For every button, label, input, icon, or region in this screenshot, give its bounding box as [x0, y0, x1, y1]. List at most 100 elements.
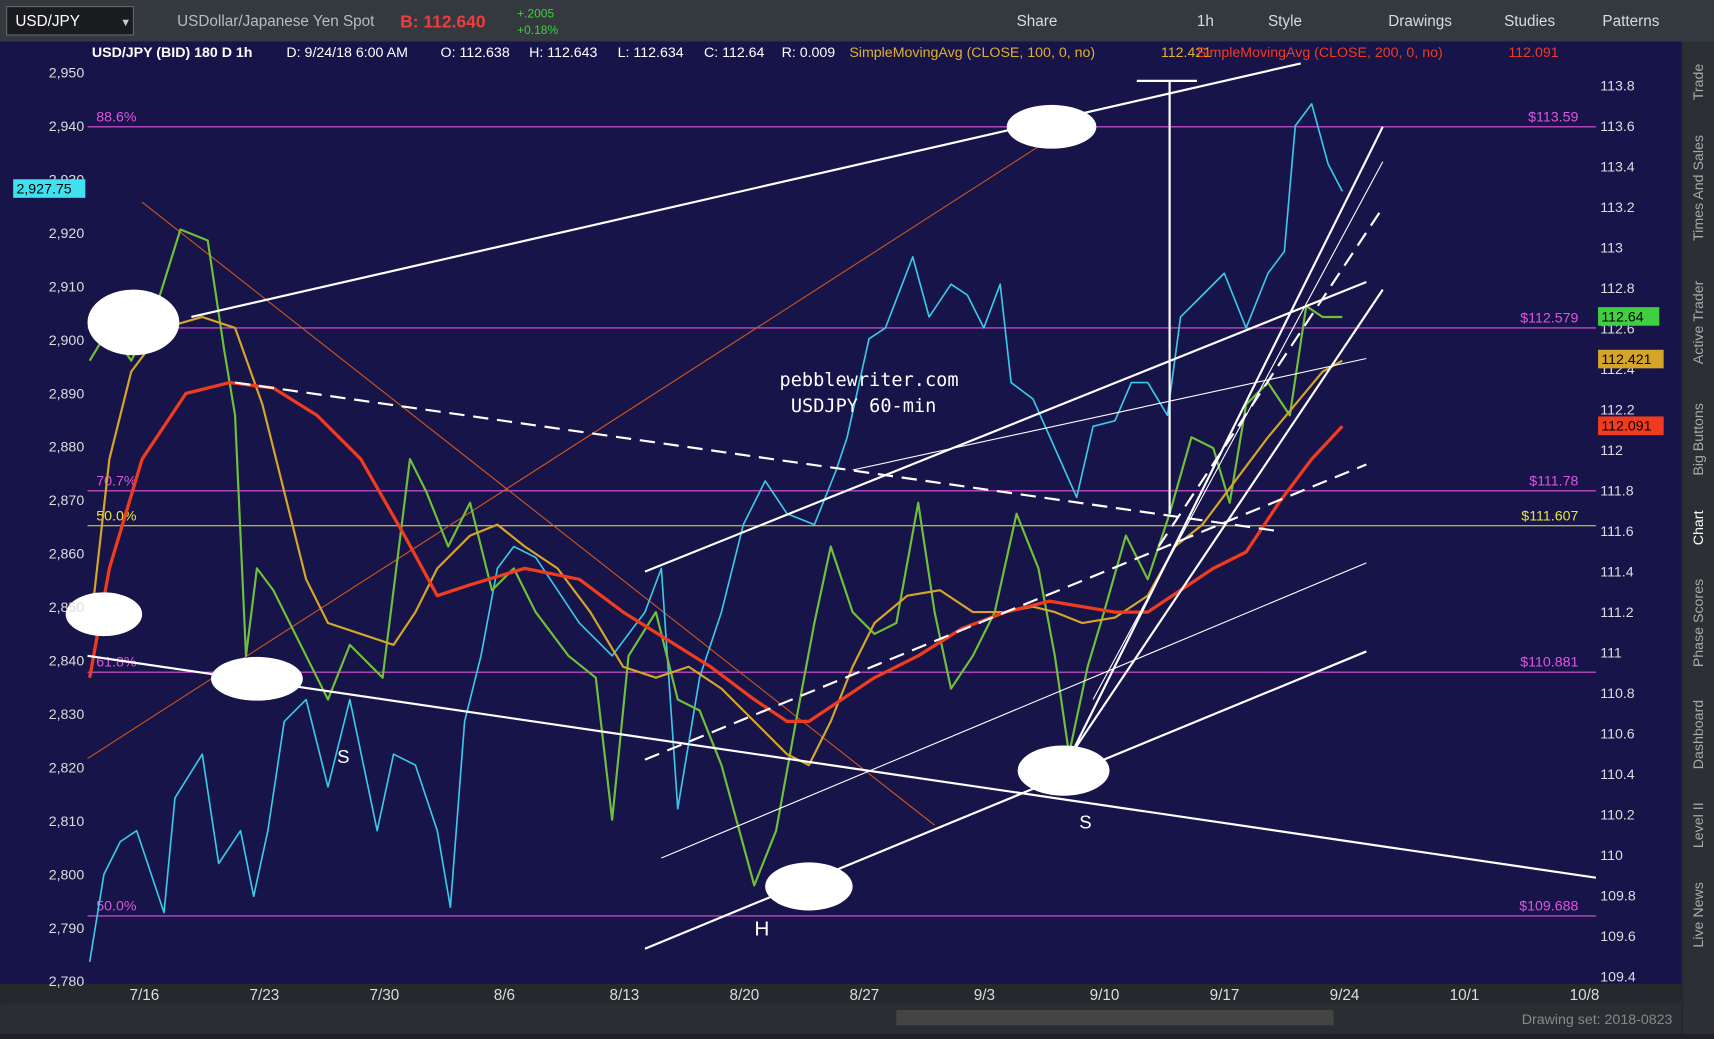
right-axis-label: 113.6 — [1600, 119, 1635, 135]
right-axis-label: 110.4 — [1600, 767, 1635, 783]
toolbar-button[interactable]: Share — [1017, 13, 1058, 30]
price-badge-text: 112.091 — [1601, 419, 1651, 435]
price-drawing — [65, 62, 1597, 962]
x-axis-label: 9/17 — [1210, 987, 1240, 1004]
left-axis-label: 2,890 — [49, 386, 85, 402]
cyan-price — [88, 103, 1344, 962]
footer-bar — [0, 1003, 1682, 1034]
right-axis-label: 109.8 — [1600, 889, 1636, 905]
price-badge-text: 2,927.75 — [16, 181, 71, 197]
price-badge — [1598, 349, 1664, 369]
annotation: H — [754, 918, 769, 941]
side-tab[interactable]: Active Trader — [1691, 280, 1707, 364]
side-tab[interactable]: Level II — [1691, 802, 1707, 848]
left-axis-label: 2,860 — [49, 547, 85, 563]
header-field: SimpleMovingAvg (CLOSE, 200, 0, no) — [1197, 45, 1443, 61]
right-axis-area — [1595, 41, 1682, 984]
header-field: H: 112.643 — [529, 45, 597, 61]
scrollbar[interactable] — [896, 1009, 1334, 1026]
right-axis-label: 112.2 — [1600, 403, 1635, 419]
right-axis-label: 111.4 — [1600, 565, 1634, 581]
plot-area — [87, 41, 1596, 984]
symbol-box[interactable] — [6, 6, 134, 36]
side-tab[interactable]: Chart — [1691, 511, 1707, 546]
toolbar-button[interactable]: Studies — [1504, 13, 1555, 30]
x-axis-label: 9/24 — [1330, 987, 1360, 1004]
toolbar-button[interactable]: Drawings — [1388, 13, 1452, 30]
right-axis-label: 113 — [1600, 241, 1623, 257]
x-axis-label: 10/8 — [1570, 987, 1600, 1004]
change-pct: +0.18% — [517, 23, 558, 37]
right-axis-label: 113.8 — [1600, 79, 1635, 95]
sma-100 — [88, 315, 1343, 767]
header-field: 112.091 — [1508, 45, 1558, 61]
left-axis-label: 2,940 — [49, 119, 85, 135]
fib-price: $110.881 — [1520, 655, 1578, 671]
left-axis-label: 2,950 — [49, 66, 85, 82]
bid: B: 112.640 — [400, 11, 485, 31]
side-tab[interactable]: Phase Scores — [1691, 579, 1707, 667]
x-axis-label: 7/23 — [249, 987, 279, 1004]
header-field: SimpleMovingAvg (CLOSE, 100, 0, no) — [849, 45, 1095, 61]
right-axis-label: 112 — [1600, 443, 1623, 459]
footer-text: Drawing set: 2018-0823 — [1522, 1012, 1673, 1028]
x-axis-label: 9/10 — [1090, 987, 1120, 1004]
fib-price: $112.579 — [1520, 310, 1578, 326]
right-axis-label: 113.2 — [1600, 200, 1635, 216]
side-tab[interactable]: Live News — [1691, 882, 1707, 947]
right-axis-label: 111.2 — [1600, 605, 1634, 621]
fib-pct: 50.0% — [96, 898, 137, 914]
price-badge-text: 112.421 — [1601, 352, 1651, 368]
fib-pct: 88.6% — [96, 109, 137, 125]
left-axis-label: 2,850 — [49, 600, 85, 616]
left-axis-label: 2,910 — [49, 279, 85, 295]
side-tab[interactable]: Big Buttons — [1691, 403, 1707, 476]
toolbar-button[interactable]: Style — [1268, 13, 1302, 30]
sma-200 — [88, 380, 1344, 724]
side-tab[interactable]: Times And Sales — [1691, 135, 1707, 241]
symbol[interactable]: USD/JPY — [15, 13, 80, 30]
right-axis-label: 113.4 — [1600, 160, 1635, 176]
toolbar-button[interactable]: 1h — [1197, 13, 1214, 30]
change: +.2005 — [517, 6, 554, 20]
header-field: 112.421 — [1161, 45, 1211, 61]
fib-price: $111.78 — [1529, 473, 1578, 489]
right-axis-label: 111 — [1600, 646, 1622, 662]
x-axis-label: 8/6 — [494, 987, 515, 1004]
right-axis-label: 110 — [1600, 848, 1623, 864]
x-axis-label: 8/20 — [730, 987, 760, 1004]
right-axis-label: 109.4 — [1600, 970, 1636, 986]
texts: USD/JPY ▼ USDollar/Japanese Yen Spot B: … — [15, 6, 1672, 1028]
fib-price: $111.607 — [1521, 508, 1578, 524]
price-badge — [1598, 416, 1664, 436]
left-axis-label: 2,870 — [49, 493, 85, 509]
right-axis-label: 112.8 — [1600, 281, 1635, 297]
watermark-label: USDJPY 60-min — [791, 396, 936, 417]
candle-price — [88, 228, 1343, 887]
dropdown-arrow[interactable]: ▼ — [120, 17, 131, 29]
x-axis-label: 8/13 — [610, 987, 640, 1004]
watermark: pebblewriter.com — [780, 370, 959, 391]
right-axis-label: 111.6 — [1600, 524, 1634, 540]
header-field: O: 112.638 — [441, 45, 510, 61]
x-axis-label: 8/27 — [850, 987, 880, 1004]
left-axis-label: 2,820 — [49, 760, 85, 776]
left-axis-label: 2,780 — [49, 974, 85, 990]
right-axis-label: 110.2 — [1600, 808, 1635, 824]
header-field: R: 0.009 — [782, 45, 836, 61]
side-tab[interactable]: Dashboard — [1691, 700, 1707, 769]
right-axis-label: 109.6 — [1600, 929, 1636, 945]
x-axis-label: 9/3 — [974, 987, 995, 1004]
trend-line — [87, 128, 1067, 760]
left-axis-label: 2,810 — [49, 814, 85, 830]
left-axis-label: 2,880 — [49, 440, 85, 456]
header-field: C: 112.64 — [704, 45, 765, 61]
toolbar — [0, 0, 1714, 42]
right-axis-label: 111.8 — [1600, 484, 1634, 500]
side-tab[interactable]: Trade — [1691, 64, 1707, 101]
toolbar-button[interactable]: Patterns — [1602, 13, 1659, 30]
left-axis-label: 2,840 — [49, 654, 85, 670]
left-axis-label: 2,830 — [49, 707, 85, 723]
annotation: S — [1079, 812, 1091, 833]
price-badge-text: 112.64 — [1601, 309, 1643, 325]
